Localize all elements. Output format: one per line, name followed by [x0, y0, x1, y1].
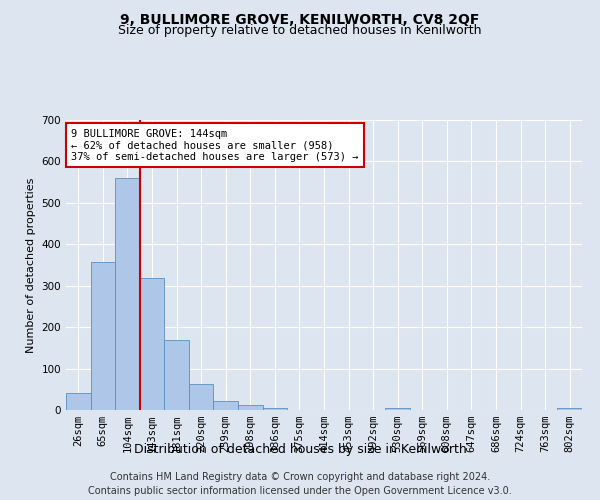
- Text: Contains HM Land Registry data © Crown copyright and database right 2024.: Contains HM Land Registry data © Crown c…: [110, 472, 490, 482]
- Bar: [238, 406, 263, 410]
- Bar: [385, 408, 410, 410]
- Bar: [263, 408, 287, 410]
- Bar: [91, 262, 115, 410]
- Text: Contains public sector information licensed under the Open Government Licence v3: Contains public sector information licen…: [88, 486, 512, 496]
- Text: 9 BULLIMORE GROVE: 144sqm
← 62% of detached houses are smaller (958)
37% of semi: 9 BULLIMORE GROVE: 144sqm ← 62% of detac…: [71, 128, 359, 162]
- Text: Distribution of detached houses by size in Kenilworth: Distribution of detached houses by size …: [134, 442, 466, 456]
- Bar: [164, 340, 189, 410]
- Y-axis label: Number of detached properties: Number of detached properties: [26, 178, 36, 352]
- Text: Size of property relative to detached houses in Kenilworth: Size of property relative to detached ho…: [118, 24, 482, 37]
- Bar: [557, 408, 582, 410]
- Bar: [140, 278, 164, 410]
- Bar: [115, 178, 140, 410]
- Bar: [214, 401, 238, 410]
- Bar: [189, 384, 214, 410]
- Bar: [66, 394, 91, 410]
- Text: 9, BULLIMORE GROVE, KENILWORTH, CV8 2QF: 9, BULLIMORE GROVE, KENILWORTH, CV8 2QF: [121, 12, 479, 26]
